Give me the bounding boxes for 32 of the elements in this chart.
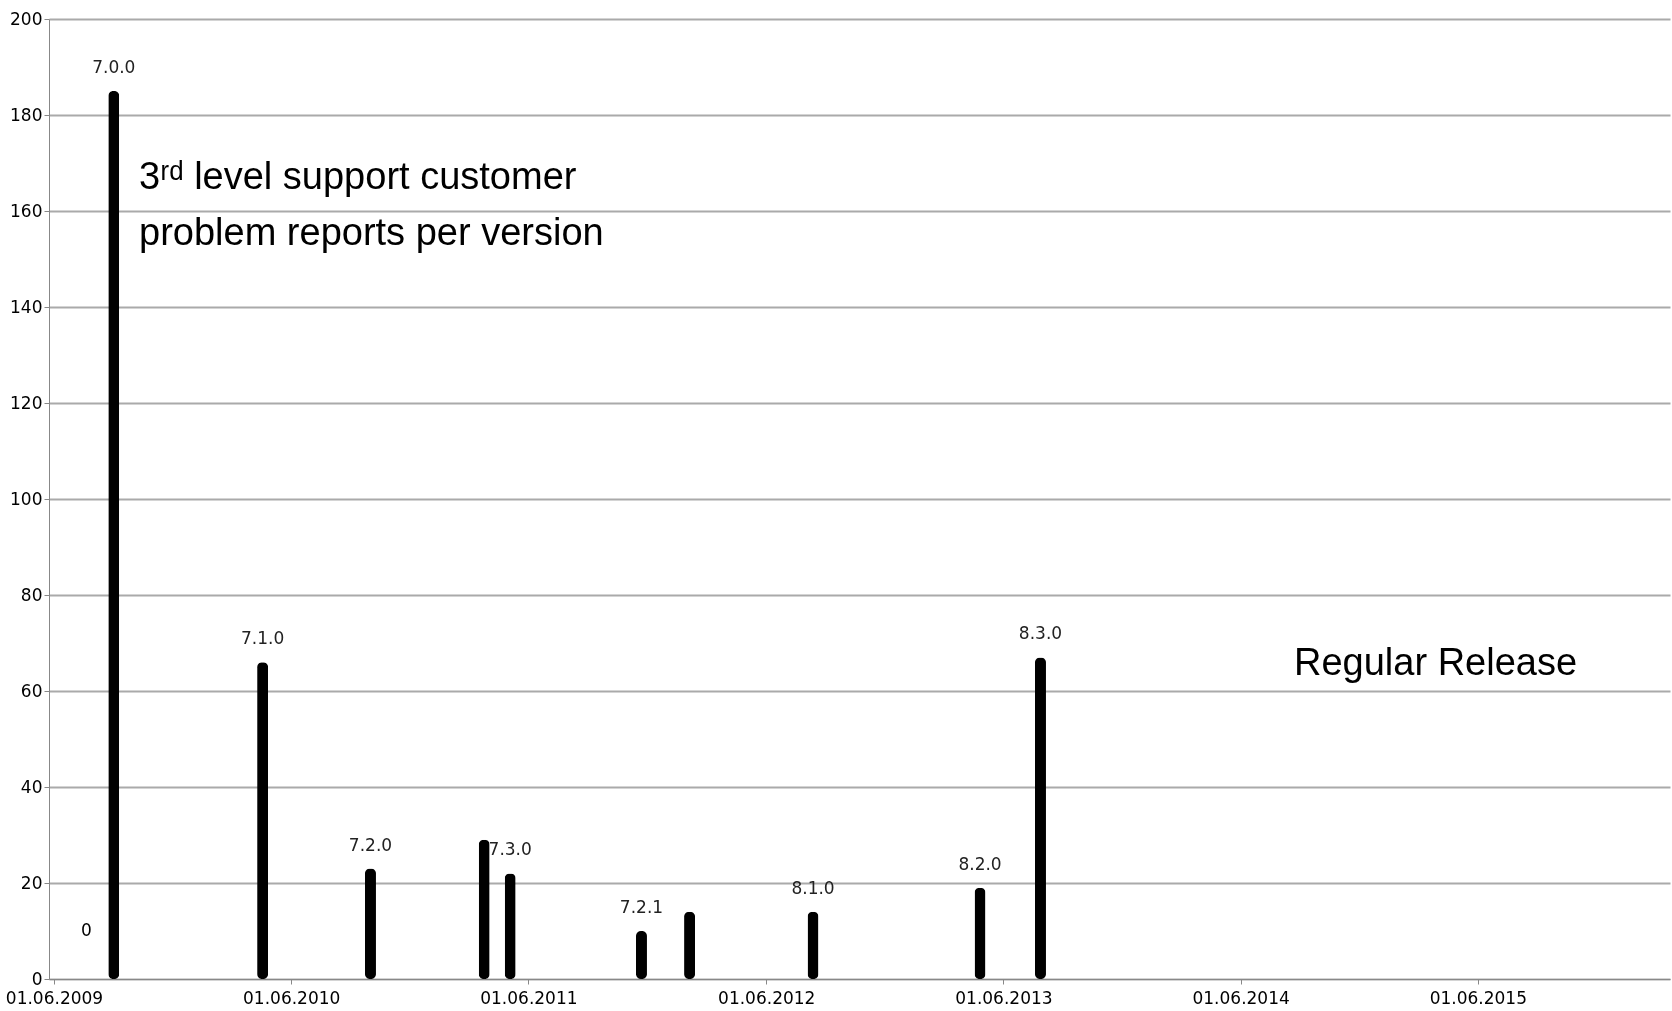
data-label: 7.3.0: [488, 839, 532, 860]
x-tick-label: 01.06.2012: [718, 987, 816, 1008]
data-label: 8.3.0: [1018, 623, 1063, 644]
y-tick-label: 120: [10, 392, 43, 413]
y-tick-label: 80: [20, 584, 43, 605]
x-tick-label: 01.06.2010: [243, 987, 341, 1008]
data-label: 7.2.0: [348, 834, 393, 855]
annotation: Regular Release: [1294, 641, 1578, 683]
data-label: 7.0.0: [92, 57, 136, 77]
y-tick-label: 140: [10, 296, 43, 317]
bar: [1034, 657, 1046, 979]
data-label: 7.1.0: [240, 628, 285, 649]
y-tick-label: 60: [20, 680, 43, 701]
bar: [108, 91, 120, 979]
x-tick-label: 01.06.2014: [1192, 987, 1290, 1008]
data-label: 7.2.1: [619, 897, 664, 917]
data-label: 8.1.0: [791, 877, 835, 898]
data-label: 8.2.0: [958, 853, 1002, 874]
y-tick-label: 20: [20, 872, 43, 893]
y-tick-label: 180: [10, 104, 43, 125]
annotation: 0: [81, 920, 92, 940]
y-tick-label: 160: [10, 200, 43, 221]
y-tick-label: 200: [10, 8, 43, 29]
y-tick-label: 40: [20, 776, 43, 797]
text: 3ʳᵈ level support customer problem reports per version: [139, 155, 604, 253]
y-tick-label: 0: [31, 968, 43, 989]
x-tick-label: 01.06.2009: [5, 987, 104, 1008]
y-tick-label: 100: [10, 488, 43, 509]
bar: [257, 662, 269, 979]
x-tick-label: 01.06.2011: [480, 987, 578, 1008]
x-tick-label: 01.06.2013: [955, 987, 1053, 1008]
x-tick-label: 01.06.2015: [1429, 987, 1528, 1008]
